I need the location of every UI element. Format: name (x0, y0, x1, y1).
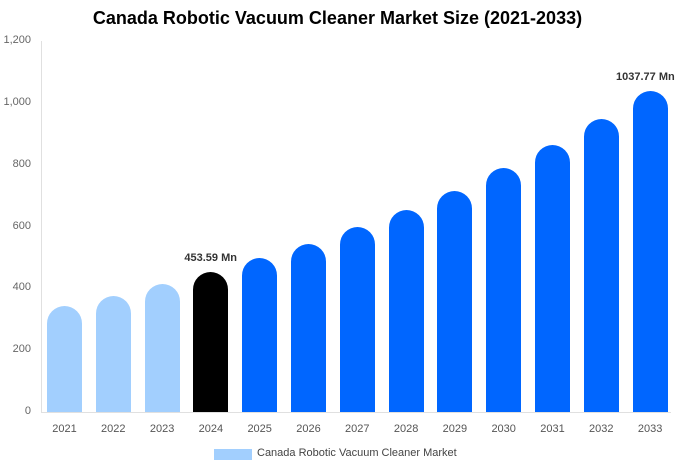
x-tick-label: 2028 (393, 423, 419, 435)
bar-2021[interactable] (47, 305, 82, 412)
bar-2028[interactable] (388, 209, 424, 412)
data-label-2024: 453.59 Mn (184, 251, 237, 264)
x-tick-label: 2030 (491, 423, 516, 435)
x-tick-label: 2023 (149, 423, 175, 435)
bar-2026[interactable] (291, 243, 326, 412)
x-tick-label: 2029 (442, 423, 468, 435)
x-tick-label: 2032 (589, 423, 614, 435)
legend-swatch (214, 449, 252, 460)
y-tick-label: 200 (12, 343, 31, 356)
x-axis-line (41, 412, 671, 413)
y-tick-label: 800 (12, 157, 31, 170)
x-tick-label: 2027 (345, 423, 370, 435)
y-tick-label: 600 (12, 219, 31, 232)
data-label-2033: 1037.77 Mn (616, 71, 675, 84)
x-tick-label: 2031 (540, 423, 565, 435)
y-tick-label: 1,000 (3, 95, 31, 108)
bar-2033[interactable] (632, 91, 668, 412)
legend-label: Canada Robotic Vacuum Cleaner Market (257, 447, 457, 459)
bar-2031[interactable] (535, 144, 570, 412)
y-tick-label: 0 (24, 405, 31, 417)
bar-2024[interactable] (193, 271, 229, 412)
bar-2032[interactable] (583, 118, 619, 412)
y-axis-line (41, 41, 42, 413)
x-tick-label: 2021 (52, 423, 77, 435)
y-tick-label: 1,200 (3, 34, 31, 46)
x-tick-label: 2033 (637, 423, 663, 435)
y-tick-label: 400 (12, 281, 31, 294)
x-tick-label: 2025 (247, 423, 272, 435)
x-tick-label: 2022 (101, 423, 126, 435)
bar-2030[interactable] (486, 167, 522, 412)
chart-title: Canada Robotic Vacuum Cleaner Market Siz… (92, 8, 583, 28)
bar-2029[interactable] (437, 190, 473, 412)
bar-2025[interactable] (242, 258, 278, 412)
bar-2022[interactable] (95, 296, 131, 412)
bar-2023[interactable] (144, 284, 180, 412)
bar-2027[interactable] (339, 226, 375, 412)
x-tick-label: 2026 (296, 423, 321, 435)
x-tick-label: 2024 (198, 423, 224, 435)
